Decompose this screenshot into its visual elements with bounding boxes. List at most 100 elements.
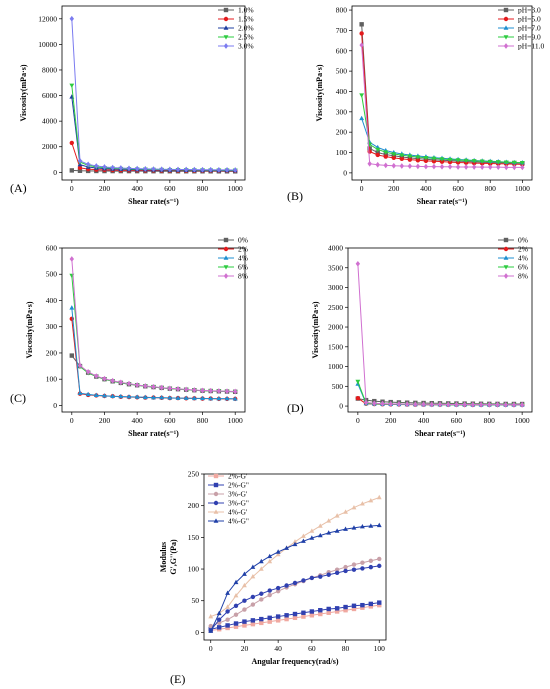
data-point — [343, 564, 348, 570]
x-tick-label: 20 — [241, 644, 249, 653]
data-point — [431, 159, 437, 164]
data-point — [317, 532, 323, 538]
data-point — [380, 400, 385, 407]
data-point — [143, 166, 148, 172]
data-point — [479, 164, 485, 171]
data-point — [175, 395, 181, 400]
legend-label: 1.0% — [238, 6, 254, 15]
legend-label: 8% — [238, 272, 248, 281]
data-point — [421, 401, 426, 408]
data-point — [368, 604, 374, 609]
data-point — [368, 497, 374, 503]
data-point — [118, 379, 124, 386]
y-tick-label: 4000 — [328, 244, 343, 253]
legend: 2%-G'2%-G"3%-G'3%-G"4%-G'4%-G" — [208, 472, 249, 526]
data-point — [200, 395, 205, 401]
data-point — [399, 156, 405, 162]
data-point — [355, 260, 361, 267]
legend-label: pH=5.0 — [518, 15, 541, 24]
legend-label: 2% — [518, 245, 528, 254]
data-point — [326, 530, 332, 535]
data-point — [69, 15, 75, 22]
legend-label: 2.0% — [238, 24, 254, 33]
data-point — [359, 31, 364, 36]
data-point — [407, 154, 413, 159]
legend-label: 2% — [238, 245, 248, 254]
legend-label: 2%-G" — [228, 481, 249, 490]
y-tick-label: 0 — [195, 628, 199, 637]
data-point — [77, 362, 83, 369]
data-point — [151, 383, 156, 390]
legend-marker — [503, 25, 509, 30]
data-point — [232, 388, 238, 395]
data-point — [134, 382, 140, 388]
data-point — [439, 163, 445, 170]
legend-label: pH=9.0 — [518, 33, 541, 42]
chart-panel-b: 0 200 400 600 800 1000 0 100 200 300 400 500 600 700 8… — [287, 6, 544, 206]
y-tick-label: 10000 — [38, 40, 57, 49]
legend: pH=3.0pH=5.0pH=7.0pH=9.0pH=11.0 — [498, 6, 544, 51]
data-point — [512, 164, 517, 171]
data-point — [192, 387, 197, 393]
x-tick-label: 800 — [485, 184, 497, 193]
data-point — [126, 394, 132, 399]
y-tick-label: 250 — [188, 470, 200, 479]
x-tick-label: 200 — [388, 184, 400, 193]
data-point — [159, 384, 164, 391]
data-point — [159, 166, 164, 173]
data-point — [343, 608, 348, 613]
legend-label: 4%-G" — [228, 517, 249, 526]
panel-label: (C) — [10, 391, 26, 405]
data-point — [167, 395, 173, 400]
y-tick-label: 500 — [332, 382, 344, 391]
data-point — [167, 385, 173, 392]
y-tick-label: 2500 — [328, 303, 343, 312]
data-point — [275, 589, 281, 594]
legend-marker — [503, 237, 509, 243]
data-point — [407, 157, 413, 162]
data-point — [309, 528, 315, 533]
data-point — [318, 608, 323, 613]
data-point — [250, 564, 256, 569]
data-point — [159, 394, 165, 400]
series-line — [71, 96, 236, 172]
data-point — [447, 163, 453, 170]
data-point — [495, 401, 500, 408]
data-point — [413, 401, 418, 408]
series-2 — [208, 600, 382, 632]
data-point — [275, 618, 281, 623]
data-point — [343, 604, 348, 610]
y-tick-label: 150 — [188, 533, 200, 542]
legend-label: pH=3.0 — [518, 6, 541, 15]
data-point — [343, 568, 348, 574]
y-tick-label: 500 — [336, 67, 348, 76]
data-point — [232, 167, 238, 173]
data-point — [360, 605, 365, 610]
chart-panel-d: 0 200 400 600 800 1000 0 500 1000 1500 2000 2500 300… — [287, 236, 533, 438]
y-tick-label: 400 — [336, 87, 348, 96]
y-axis-label: Viscosity(mPa·s) — [315, 64, 324, 121]
data-point — [504, 164, 509, 171]
data-point — [118, 165, 124, 171]
y-tick-label: 0 — [53, 401, 57, 410]
x-axis-label: Shear rate(s⁻¹) — [128, 429, 179, 438]
data-point — [102, 393, 107, 398]
y-tick-label: 50 — [192, 596, 200, 605]
legend-marker — [223, 246, 229, 252]
data-point — [259, 591, 264, 596]
plot-frame — [203, 473, 387, 641]
data-point — [359, 93, 365, 98]
legend-label: pH=11.0 — [518, 42, 544, 51]
data-point — [351, 567, 357, 572]
data-point — [334, 570, 340, 576]
data-point — [423, 158, 429, 164]
data-point — [110, 377, 115, 384]
legend-label: 4% — [238, 254, 248, 263]
data-point — [431, 163, 437, 170]
data-point — [375, 152, 380, 158]
data-point — [208, 623, 213, 629]
data-point — [423, 163, 429, 170]
data-point — [391, 155, 396, 161]
plot-frame — [61, 5, 246, 181]
